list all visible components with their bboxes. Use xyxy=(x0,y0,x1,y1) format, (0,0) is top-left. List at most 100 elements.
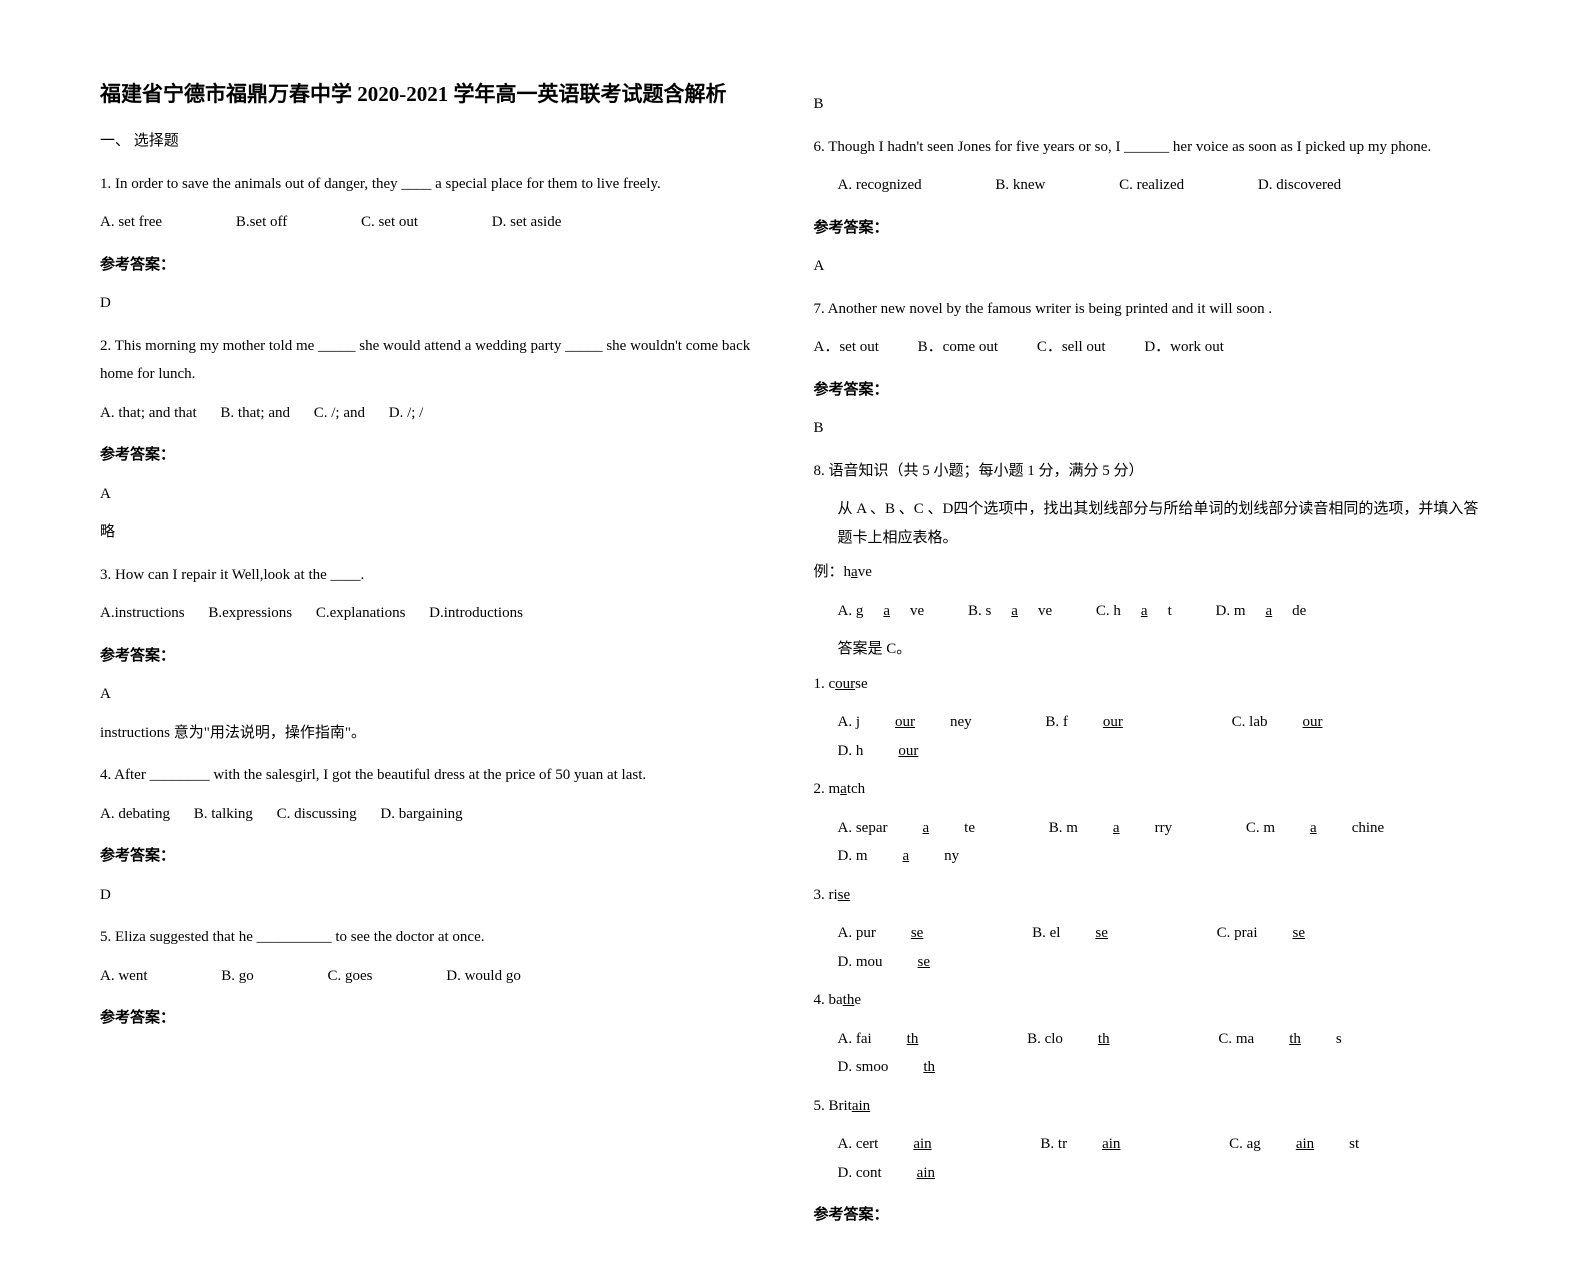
q8-ex-ans: 答案是 C。 xyxy=(814,635,1488,664)
q6-options: A. recognized B. knew C. realized D. dis… xyxy=(814,171,1488,200)
q7-answer-label: 参考答案： xyxy=(814,376,1488,405)
q3-opt-b: B.expressions xyxy=(208,599,292,628)
q8-p4-d: D. smooth xyxy=(838,1053,1006,1082)
q8-p1-d: D. hour xyxy=(838,737,989,766)
q1-opt-a: A. set free xyxy=(100,208,162,237)
q7-opt-d: D．work out xyxy=(1144,333,1224,362)
right-column: B 6. Though I hadn't seen Jones for five… xyxy=(814,80,1488,1240)
q5-options: A. went B. go C. goes D. would go xyxy=(100,962,774,991)
q1-options: A. set free B.set off C. set out D. set … xyxy=(100,208,774,237)
q5-opt-b: B. go xyxy=(221,962,254,991)
q6-opt-b: B. knew xyxy=(995,171,1045,200)
q5-answer-label: 参考答案： xyxy=(100,1004,774,1033)
q3-opt-a: A.instructions xyxy=(100,599,185,628)
q3-options: A.instructions B.expressions C.explanati… xyxy=(100,599,774,628)
q8-p3-a: A. purse xyxy=(838,919,994,948)
q3-answer-label: 参考答案： xyxy=(100,642,774,671)
q8-p4: 4. bathe xyxy=(814,986,1488,1015)
q8-p5-a: A. certain xyxy=(838,1130,1002,1159)
q1-answer-label: 参考答案： xyxy=(100,251,774,280)
q8-instruction: 从 A 、B 、C 、D四个选项中，找出其划线部分与所给单词的划线部分读音相同的… xyxy=(814,495,1488,552)
q4-opt-d: D. bargaining xyxy=(380,800,462,829)
q3-opt-c: C.explanations xyxy=(316,599,406,628)
q2-opt-b: B. that; and xyxy=(220,399,290,428)
q8-p5-d: D. contain xyxy=(838,1159,1006,1188)
q8-p2-a: A. separate xyxy=(838,814,1010,843)
q8-heading: 8. 语音知识（共 5 小题；每小题 1 分，满分 5 分） xyxy=(814,457,1488,486)
q5-text: 5. Eliza suggested that he __________ to… xyxy=(100,923,774,952)
q8-p4-options: A. faith B. cloth C. maths D. smooth xyxy=(814,1025,1488,1082)
q8-p4-c: C. maths xyxy=(1218,1025,1376,1054)
q8-p2-d: D. many xyxy=(838,842,995,871)
q4-opt-b: B. talking xyxy=(194,800,253,829)
q8-ex-d: D. made xyxy=(1215,597,1326,626)
q7-opt-a: A．set out xyxy=(814,333,879,362)
q8-ex-suf: ve xyxy=(858,564,872,580)
q5-opt-c: C. goes xyxy=(328,962,373,991)
q8-p3-d: D. mouse xyxy=(838,948,1001,977)
section-heading: 一、 选择题 xyxy=(100,127,774,156)
q5-answer: B xyxy=(814,90,1488,119)
q8-p3: 3. rise xyxy=(814,881,1488,910)
q8-p1: 1. course xyxy=(814,670,1488,699)
q7-answer: B xyxy=(814,414,1488,443)
q8-example: 例：have xyxy=(814,558,1488,587)
q8-p2-b: B. marry xyxy=(1049,814,1207,843)
q8-p1-options: A. journey B. four C. labour D. hour xyxy=(814,708,1488,765)
q8-p5-c: C. against xyxy=(1229,1130,1394,1159)
q6-opt-d: D. discovered xyxy=(1258,171,1341,200)
q4-answer: D xyxy=(100,881,774,910)
q4-opt-a: A. debating xyxy=(100,800,170,829)
q8-p1-b: B. four xyxy=(1045,708,1193,737)
q8-ex-a: A. gave xyxy=(838,597,945,626)
q1-opt-c: C. set out xyxy=(361,208,418,237)
q2-answer-label: 参考答案： xyxy=(100,441,774,470)
q2-options: A. that; and that B. that; and C. /; and… xyxy=(100,399,774,428)
q8-p1-c: C. labour xyxy=(1232,708,1393,737)
document-title: 福建省宁德市福鼎万春中学 2020-2021 学年高一英语联考试题含解析 xyxy=(100,80,774,109)
q8-ex-options: A. gave B. save C. hat D. made xyxy=(814,597,1488,626)
q3-text: 3. How can I repair it Well,look at the … xyxy=(100,561,774,590)
q1-opt-b: B.set off xyxy=(236,208,287,237)
q4-answer-label: 参考答案： xyxy=(100,842,774,871)
q8-p5: 5. Britain xyxy=(814,1092,1488,1121)
q1-opt-d: D. set aside xyxy=(492,208,562,237)
q4-options: A. debating B. talking C. discussing D. … xyxy=(100,800,774,829)
q1-answer: D xyxy=(100,289,774,318)
q8-ex-c: C. hat xyxy=(1096,597,1192,626)
q8-ex-u: a xyxy=(851,564,858,580)
q8-p5-b: B. train xyxy=(1040,1130,1190,1159)
q8-p3-b: B. else xyxy=(1032,919,1178,948)
q3-opt-d: D.introductions xyxy=(429,599,523,628)
q7-opt-b: B．come out xyxy=(918,333,998,362)
q3-answer: A xyxy=(100,680,774,709)
q8-p2: 2. match xyxy=(814,775,1488,804)
q2-opt-c: C. /; and xyxy=(314,399,365,428)
q8-p3-c: C. praise xyxy=(1217,919,1375,948)
q8-ex-b: B. save xyxy=(968,597,1072,626)
q8-p4-b: B. cloth xyxy=(1027,1025,1180,1054)
q8-p1-a: A. journey xyxy=(838,708,1007,737)
q8-p5-options: A. certain B. train C. against D. contai… xyxy=(814,1130,1488,1187)
q2-answer: A xyxy=(100,480,774,509)
q4-text: 4. After ________ with the salesgirl, I … xyxy=(100,761,774,790)
q2-opt-a: A. that; and that xyxy=(100,399,197,428)
q8-ex-pre: 例：h xyxy=(814,564,852,580)
q5-opt-d: D. would go xyxy=(446,962,521,991)
q8-p2-options: A. separate B. marry C. machine D. many xyxy=(814,814,1488,871)
q2-note: 略 xyxy=(100,518,774,547)
q6-text: 6. Though I hadn't seen Jones for five y… xyxy=(814,133,1488,162)
q8-p4-a: A. faith xyxy=(838,1025,989,1054)
q7-opt-c: C．sell out xyxy=(1037,333,1106,362)
page-container: 福建省宁德市福鼎万春中学 2020-2021 学年高一英语联考试题含解析 一、 … xyxy=(0,0,1587,1280)
q7-options: A．set out B．come out C．sell out D．work o… xyxy=(814,333,1488,362)
q6-answer: A xyxy=(814,252,1488,281)
q7-text: 7. Another new novel by the famous write… xyxy=(814,295,1488,324)
left-column: 福建省宁德市福鼎万春中学 2020-2021 学年高一英语联考试题含解析 一、 … xyxy=(100,80,774,1240)
q8-p3-options: A. purse B. else C. praise D. mouse xyxy=(814,919,1488,976)
q2-text: 2. This morning my mother told me _____ … xyxy=(100,332,774,389)
q6-opt-c: C. realized xyxy=(1119,171,1184,200)
q1-text: 1. In order to save the animals out of d… xyxy=(100,170,774,199)
q4-opt-c: C. discussing xyxy=(277,800,357,829)
q8-p2-c: C. machine xyxy=(1246,814,1419,843)
